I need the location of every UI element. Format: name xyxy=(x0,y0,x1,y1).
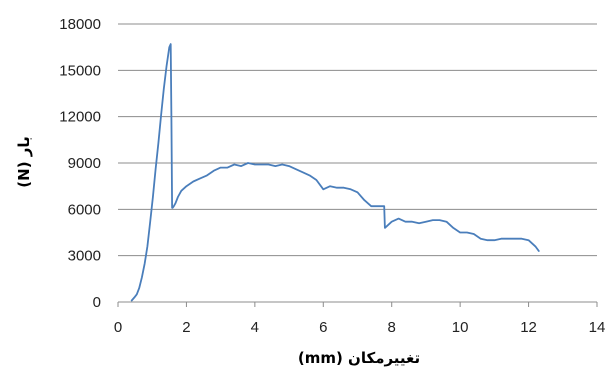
x-tick-label: 12 xyxy=(520,319,537,336)
y-tick-label: 18000 xyxy=(59,16,101,33)
x-tick-label: 8 xyxy=(388,319,396,336)
y-axis-title: بار (N) xyxy=(15,136,33,187)
y-tick-label: 0 xyxy=(93,294,101,311)
y-tick-labels: 0 3000 6000 9000 12000 15000 18000 xyxy=(59,16,101,311)
axes xyxy=(117,301,598,307)
x-tick-labels: 0 2 4 6 8 10 12 14 xyxy=(114,319,606,336)
y-tick-label: 6000 xyxy=(68,201,101,218)
x-tick-label: 0 xyxy=(114,319,122,336)
x-tick-label: 14 xyxy=(589,319,606,336)
series-line xyxy=(130,43,540,302)
plot-area xyxy=(130,43,540,302)
x-tick-label: 2 xyxy=(182,319,190,336)
x-axis-title: تغییرمکان (mm) xyxy=(298,349,420,367)
y-tick-label: 9000 xyxy=(68,155,101,172)
x-tick-label: 6 xyxy=(319,319,327,336)
y-tick-label: 12000 xyxy=(59,109,101,126)
y-tick-label: 15000 xyxy=(59,62,101,79)
x-tick-label: 4 xyxy=(251,319,259,336)
y-tick-label: 3000 xyxy=(68,248,101,265)
x-tick-label: 10 xyxy=(452,319,469,336)
gridlines xyxy=(118,23,597,257)
